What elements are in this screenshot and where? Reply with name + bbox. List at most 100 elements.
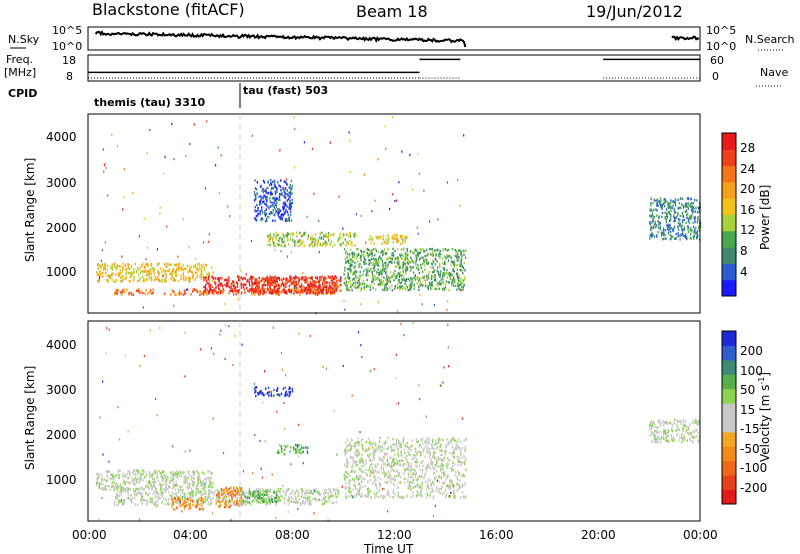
scatter-cell — [293, 166, 296, 169]
scatter-cell — [201, 471, 203, 474]
scatter-cell — [693, 198, 696, 202]
scatter-cell — [452, 436, 454, 440]
scatter-cell — [690, 205, 692, 209]
scatter-cell — [284, 393, 286, 396]
scatter-cell — [227, 488, 229, 491]
scatter-cell — [410, 488, 412, 491]
scatter-cell — [273, 498, 275, 501]
scatter-cell — [415, 257, 418, 260]
scatter-cell — [330, 278, 333, 281]
scatter-cell — [290, 292, 293, 295]
scatter-cell — [343, 272, 345, 275]
scatter-cell — [295, 451, 297, 454]
scatter-cell — [442, 280, 444, 283]
scatter-cell — [285, 209, 287, 212]
scatter-cell — [173, 158, 175, 161]
scatter-cell — [398, 442, 400, 446]
scatter-cell — [351, 240, 353, 244]
scatter-cell — [152, 269, 155, 272]
scatter-cell — [273, 199, 276, 202]
scatter-cell — [119, 499, 121, 502]
scatter-cell — [386, 266, 388, 269]
scatter-cell — [203, 499, 206, 503]
scatter-cell — [261, 289, 264, 292]
scatter-cell — [99, 486, 101, 490]
scatter-cell — [456, 443, 458, 447]
scatter-cell — [283, 287, 285, 290]
scatter-cell — [149, 482, 152, 486]
scatter-cell — [190, 478, 192, 481]
scatter-cell — [441, 453, 443, 456]
scatter-cell — [409, 279, 411, 282]
scatter-cell — [251, 495, 253, 498]
scatter-cell — [253, 498, 255, 501]
scatter-cell — [184, 481, 186, 484]
scatter-cell — [446, 268, 448, 272]
scatter-cell — [271, 283, 273, 287]
scatter-cell — [377, 272, 380, 275]
scatter-cell — [98, 473, 100, 476]
scatter-cell — [279, 443, 281, 447]
scatter-cell — [260, 198, 262, 201]
scatter-cell — [428, 283, 431, 286]
scatter-cell — [408, 481, 410, 484]
scatter-cell — [287, 503, 289, 506]
scatter-cell — [175, 506, 178, 509]
nave-tick-bottom: 0 — [712, 70, 719, 83]
scatter-cell — [404, 287, 406, 290]
scatter-cell — [152, 288, 154, 291]
scatter-cell — [431, 280, 433, 284]
scatter-cell — [410, 267, 412, 271]
scatter-cell — [275, 502, 277, 505]
scatter-cell — [429, 283, 432, 286]
scatter-cell — [260, 279, 262, 283]
scatter-cell — [309, 277, 311, 280]
scatter-cell — [378, 489, 380, 492]
scatter-cell — [293, 116, 295, 119]
scatter-cell — [183, 476, 186, 479]
scatter-cell — [174, 270, 176, 274]
scatter-cell — [457, 282, 459, 285]
scatter-cell — [425, 283, 427, 286]
scatter-cell — [293, 494, 295, 497]
scatter-cell — [182, 272, 184, 275]
scatter-cell — [113, 280, 115, 283]
scatter-cell — [136, 266, 139, 269]
scatter-cell — [383, 251, 385, 254]
scatter-cell — [264, 278, 266, 281]
scatter-cell — [394, 233, 396, 237]
scatter-cell — [438, 287, 441, 290]
scatter-cell — [286, 490, 289, 493]
scatter-cell — [333, 283, 335, 286]
scatter-cell — [137, 280, 139, 283]
scatter-cell — [440, 459, 442, 463]
scatter-cell — [423, 250, 425, 253]
scatter-cell — [423, 447, 426, 450]
scatter-cell — [372, 286, 374, 290]
scatter-cell — [283, 189, 285, 192]
scatter-cell — [681, 219, 684, 222]
scatter-cell — [97, 482, 99, 485]
scatter-cell — [289, 237, 292, 240]
scatter-cell — [401, 234, 404, 238]
scatter-cell — [133, 469, 135, 472]
scatter-cell — [267, 284, 269, 287]
scatter-cell — [293, 241, 295, 244]
scatter-cell — [115, 485, 117, 489]
scatter-cell — [359, 453, 361, 456]
scatter-cell — [219, 501, 221, 504]
scatter-cell — [353, 252, 355, 255]
scatter-cell — [405, 235, 408, 238]
scatter-cell — [402, 462, 404, 466]
scatter-cell — [269, 235, 271, 238]
scatter-cell — [289, 207, 292, 211]
scatter-cell — [293, 283, 295, 286]
scatter-cell — [264, 284, 267, 287]
scatter-cell — [379, 457, 381, 460]
scatter-cell — [346, 240, 349, 243]
scatter-cell — [319, 232, 321, 235]
scatter-cell — [273, 233, 275, 236]
scatter-cell — [698, 224, 700, 228]
scatter-cell — [139, 491, 141, 495]
scatter-cell — [284, 291, 287, 294]
